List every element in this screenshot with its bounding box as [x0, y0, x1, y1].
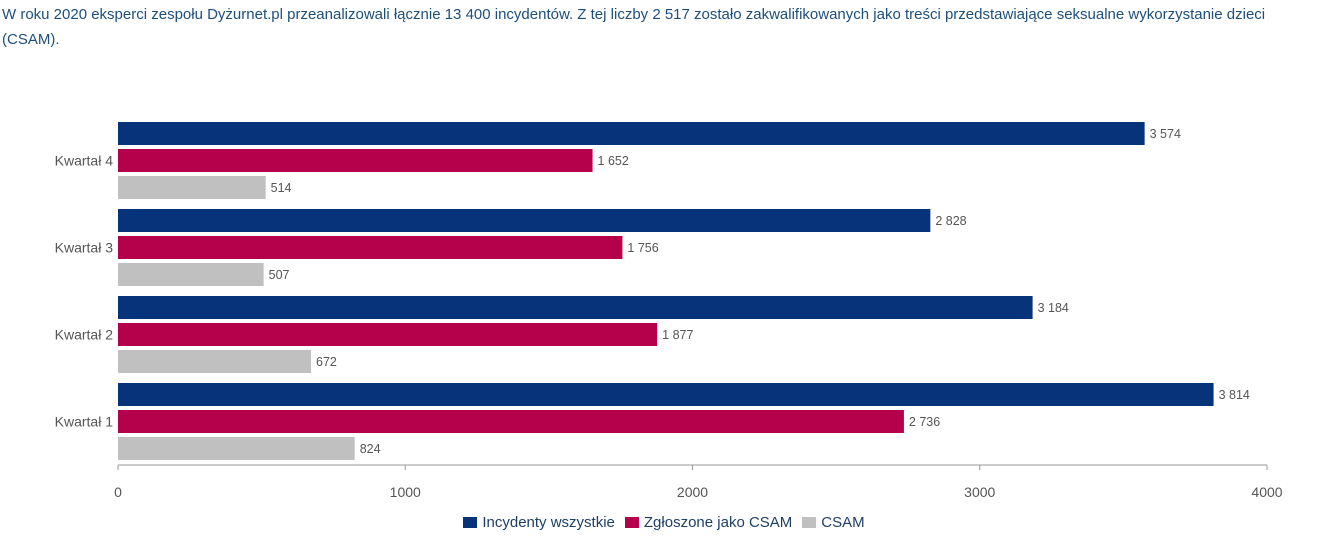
bar	[118, 323, 658, 346]
bar	[118, 350, 312, 373]
legend-label: Zgłoszone jako CSAM	[643, 514, 793, 531]
bar	[118, 149, 593, 172]
bar	[118, 296, 1033, 319]
legend-item-incydenty[interactable]: Incydenty wszystkie	[463, 514, 615, 531]
legend-item-csam[interactable]: CSAM	[802, 514, 865, 531]
data-label: 3 184	[1038, 301, 1069, 315]
data-label: 672	[316, 355, 337, 369]
legend-swatch	[463, 517, 478, 528]
legend-swatch	[802, 517, 817, 528]
data-label: 507	[269, 268, 290, 282]
bar	[118, 410, 904, 433]
category-label: Kwartał 4	[55, 153, 114, 169]
legend-label: CSAM	[821, 514, 865, 531]
bar	[118, 176, 266, 199]
legend-swatch	[624, 517, 639, 528]
data-label: 824	[360, 442, 381, 456]
category-label: Kwartał 1	[55, 414, 114, 430]
bar	[118, 209, 931, 232]
x-tick-label: 0	[114, 484, 122, 500]
bar	[118, 122, 1145, 145]
legend-item-zgloszone[interactable]: Zgłoszone jako CSAM	[624, 514, 793, 531]
category-label: Kwartał 3	[55, 240, 114, 256]
data-label: 3 574	[1150, 127, 1181, 141]
data-label: 3 814	[1219, 388, 1250, 402]
data-label: 2 736	[909, 415, 940, 429]
data-label: 2 828	[935, 214, 966, 228]
intro-text: W roku 2020 eksperci zespołu Dyżurnet.pl…	[2, 6, 1266, 48]
data-label: 1 652	[598, 154, 629, 168]
data-label: 1 756	[627, 241, 658, 255]
bar	[118, 437, 355, 460]
bar	[118, 236, 623, 259]
x-tick-label: 1000	[390, 484, 421, 500]
category-label: Kwartał 2	[55, 327, 114, 343]
x-tick-label: 3000	[964, 484, 995, 500]
x-tick-label: 2000	[677, 484, 708, 500]
data-label: 514	[271, 181, 292, 195]
legend: Incydenty wszystkie Zgłoszone jako CSAM …	[0, 514, 1318, 531]
data-label: 1 877	[662, 328, 693, 342]
bar	[118, 383, 1214, 406]
bar	[118, 263, 264, 286]
legend-label: Incydenty wszystkie	[482, 514, 615, 531]
x-tick-label: 4000	[1251, 484, 1282, 500]
